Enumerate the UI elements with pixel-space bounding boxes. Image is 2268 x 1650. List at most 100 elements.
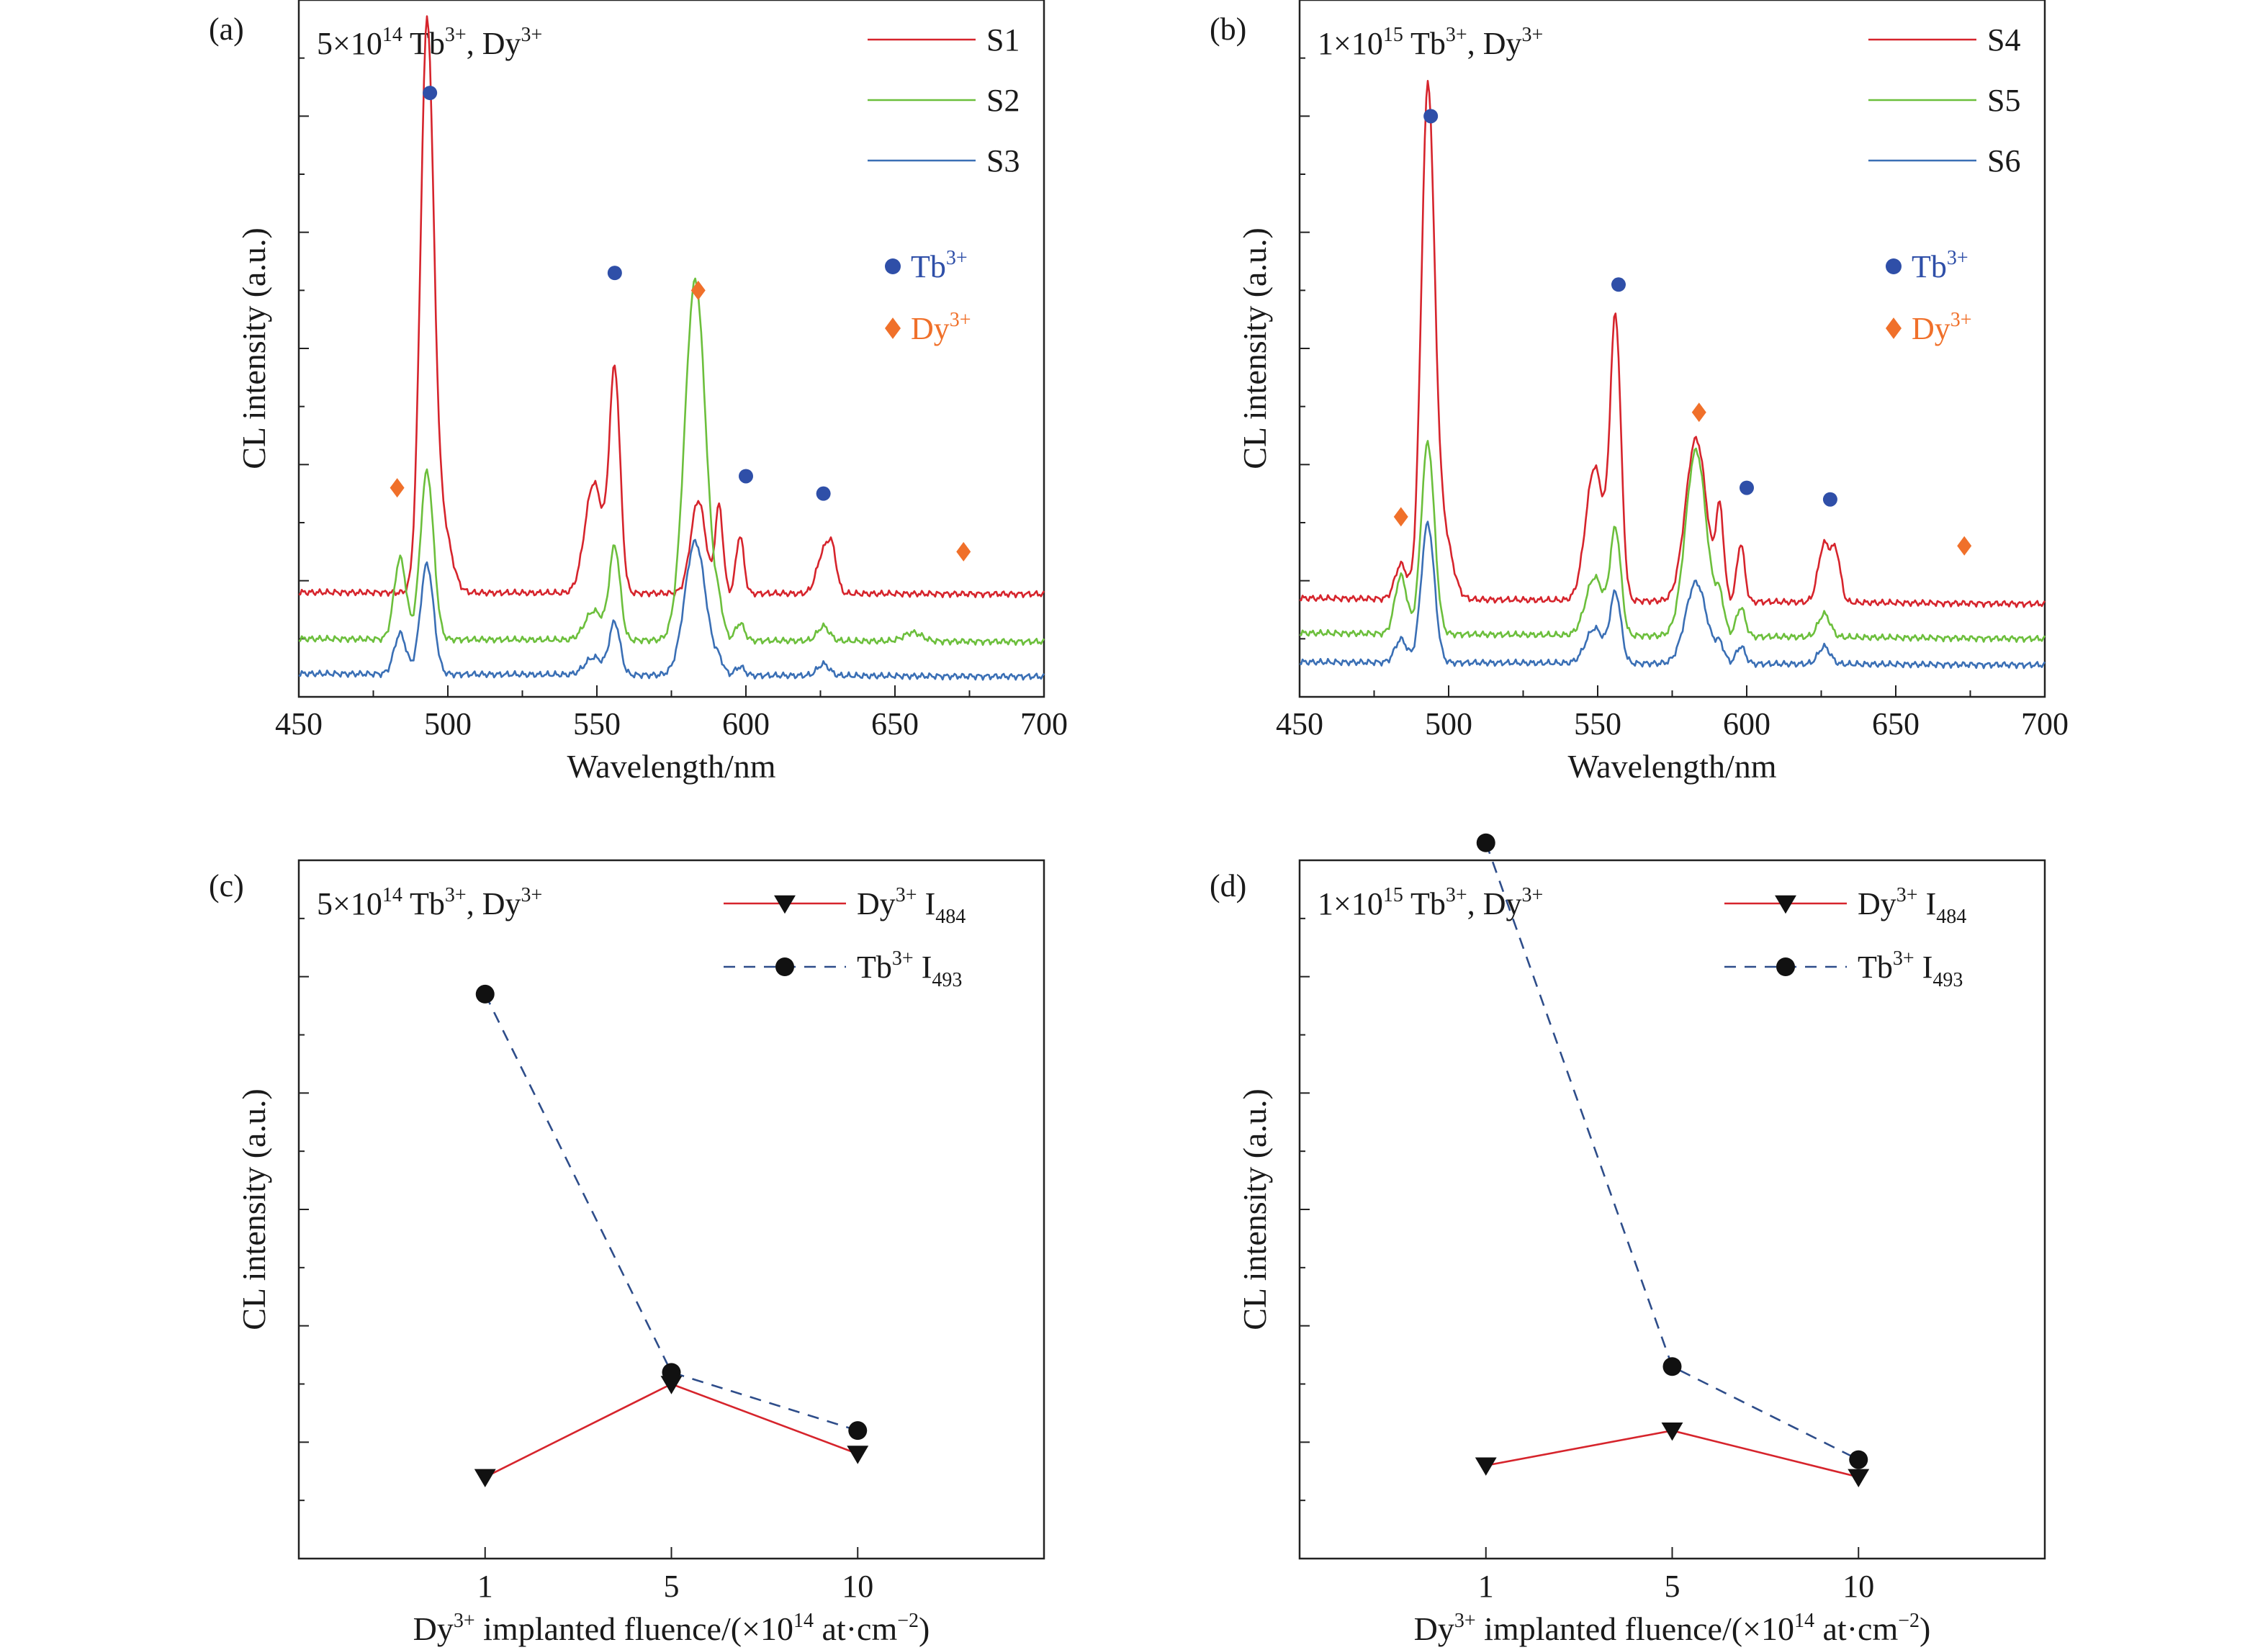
tb-peak-marker	[1822, 492, 1837, 507]
sample-annotation: 1×1015 Tb3+, Dy3+	[1318, 884, 1543, 921]
y-axis-title: CL intensity (a.u.)	[235, 227, 272, 469]
x-tick-label: 500	[1425, 706, 1472, 741]
x-tick-label: 550	[1574, 706, 1621, 741]
legend-label: S1	[986, 22, 1020, 58]
sample-annotation: 5×1014 Tb3+, Dy3+	[317, 884, 542, 921]
plot-area	[474, 984, 869, 1488]
dy-peak-marker	[1691, 402, 1706, 423]
x-tick-label: 700	[2021, 706, 2069, 741]
y-axis-title: CL intensity (a.u.)	[1236, 1088, 1273, 1330]
plot-area	[1299, 80, 2046, 670]
x-tick-label: 650	[1872, 706, 1920, 741]
legend-label: Dy3+ I484	[1858, 884, 1966, 928]
sample-annotation: 1×1015 Tb3+, Dy3+	[1318, 24, 1543, 61]
x-axis: 450 500 550 600 650 700	[1276, 685, 2069, 741]
x-tick-label: 1	[1478, 1569, 1494, 1604]
series-line-s6	[1299, 520, 2046, 670]
x-tick-label: 5	[1665, 1569, 1680, 1604]
legend-label: S3	[986, 143, 1020, 179]
dy-peak-marker	[956, 541, 971, 562]
panel-label: (b)	[1210, 12, 1246, 47]
legend-label: Tb3+	[1912, 247, 1968, 284]
x-tick-label: 5	[664, 1569, 680, 1604]
y-axis-ticks	[1300, 57, 1310, 640]
legend-label: Dy3+	[1912, 309, 1972, 346]
dy-peak-marker	[1957, 536, 1972, 556]
x-tick-label: 1	[477, 1569, 493, 1604]
series-line	[1485, 842, 1859, 1461]
data-point	[475, 984, 495, 1004]
plot-area	[1475, 833, 1870, 1488]
data-point	[848, 1421, 868, 1441]
tb-peak-marker	[1423, 109, 1439, 124]
legend-label: Dy3+	[911, 309, 971, 346]
x-tick-label: 600	[722, 706, 770, 741]
legend-label: Tb3+	[911, 247, 968, 284]
legend: Dy3+ I484 Tb3+ I493	[724, 884, 966, 991]
legend-label: Dy3+ I484	[857, 884, 966, 928]
legend-label: S5	[1987, 83, 2020, 118]
tb-peak-marker	[1740, 480, 1754, 495]
tb-peak-marker	[423, 86, 438, 101]
series-line-s4	[1299, 80, 2046, 608]
legend-marker	[1775, 895, 1796, 914]
dy-peak-marker	[1393, 507, 1408, 527]
legend-label: S2	[986, 83, 1020, 118]
x-tick-label: 10	[1842, 1569, 1874, 1604]
x-tick-label: 600	[1723, 706, 1770, 741]
data-point	[660, 1376, 683, 1394]
series-line-s3	[298, 538, 1045, 681]
x-tick-label: 550	[573, 706, 621, 741]
y-axis-ticks	[299, 917, 309, 1502]
x-tick-label: 450	[1276, 706, 1323, 741]
y-axis-title: CL intensity (a.u.)	[235, 1088, 272, 1330]
legend-marker	[885, 258, 901, 274]
data-point	[1661, 1422, 1683, 1441]
data-point	[847, 1446, 869, 1464]
panel-label: (d)	[1210, 868, 1246, 903]
series-line	[484, 993, 858, 1432]
x-tick-label: 500	[424, 706, 472, 741]
y-axis-ticks	[1300, 917, 1310, 1502]
x-axis-title: Wavelength/nm	[1567, 748, 1776, 785]
tb-peak-marker	[816, 486, 831, 501]
x-tick-label: 10	[842, 1569, 873, 1604]
legend-label: Tb3+ I493	[857, 947, 962, 991]
data-point	[474, 1469, 496, 1488]
dy-peak-marker	[690, 280, 706, 300]
panel-b: 450 500 550 600 650 700 Wavelength/nm CL intens…	[1210, 0, 2069, 785]
series-line	[485, 1383, 858, 1478]
legend-marker	[1886, 258, 1902, 274]
x-tick-label: 700	[1020, 706, 1068, 741]
legend-marker	[1886, 317, 1902, 339]
tb-peak-marker	[739, 469, 753, 484]
series-line-s5	[1299, 440, 2046, 643]
legend-label: S4	[1987, 22, 2020, 58]
x-axis-title: Dy3+ implanted fluence/(×1014 at·cm−2)	[413, 1610, 930, 1647]
panel-label: (a)	[209, 12, 244, 47]
x-tick-label: 650	[871, 706, 919, 741]
y-axis-title: CL intensity (a.u.)	[1236, 227, 1273, 469]
plot-frame	[297, 859, 1045, 1560]
data-point	[1849, 1450, 1868, 1469]
panel-label: (c)	[209, 868, 244, 903]
legend-marker	[885, 317, 901, 339]
tb-peak-marker	[1611, 277, 1626, 292]
x-axis: 1 5 10	[1478, 1547, 1874, 1604]
legend-marker	[775, 957, 794, 976]
legend-marker	[1776, 957, 1795, 976]
x-axis-title: Dy3+ implanted fluence/(×1014 at·cm−2)	[1414, 1610, 1931, 1647]
y-axis-ticks	[299, 57, 309, 640]
plot-frame	[1298, 859, 2046, 1560]
x-axis: 1 5 10	[477, 1547, 873, 1604]
data-point	[1662, 1357, 1682, 1376]
legend-label: S6	[1987, 143, 2020, 179]
x-tick-label: 450	[275, 706, 323, 741]
legend: Dy3+ I484 Tb3+ I493	[1724, 884, 1966, 991]
x-axis: 450 500 550 600 650 700	[275, 685, 1068, 741]
legend-label: Tb3+ I493	[1858, 947, 1963, 991]
data-point	[1848, 1469, 1870, 1488]
data-point	[1476, 833, 1495, 852]
